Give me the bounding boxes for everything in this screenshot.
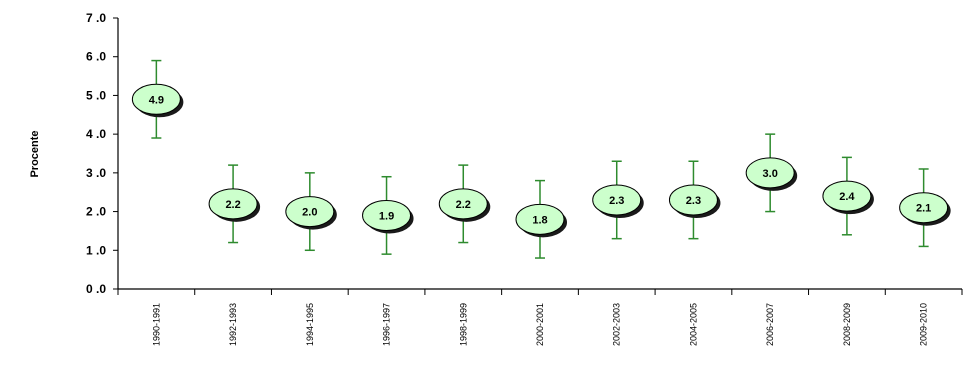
data-point [131, 83, 181, 115]
data-point [668, 184, 718, 216]
data-label: 2.2 [225, 199, 240, 211]
y-axis: 0 .0 1 .0 2 .0 3 .0 4 .0 5 .0 6 .0 7 .0 Procent… [29, 11, 119, 296]
data-point [362, 199, 412, 231]
data-label: 2.4 [839, 191, 855, 203]
x-tick-label: 1994-1995 [305, 303, 315, 346]
x-tick-label: 2006-2007 [765, 303, 775, 346]
data-points: 4.9 2.2 2.0 1.9 2.2 1.8 2.3 2.3 3.0 2.4 2.1 [131, 83, 951, 238]
y-tick-label: 5 .0 [86, 88, 106, 102]
x-tick-label: 1992-1993 [228, 303, 238, 346]
data-point [745, 157, 795, 189]
x-axis: 1990-1991 1992-1993 1994-1995 1996-1997 1998… [117, 288, 963, 346]
y-tick-label: 2 .0 [86, 205, 106, 219]
data-label: 2.3 [686, 195, 701, 207]
y-tick-label: 3 .0 [86, 166, 106, 180]
data-label: 1.9 [379, 210, 394, 222]
data-label: 1.8 [532, 214, 547, 226]
x-tick-label: 1990-1991 [151, 303, 161, 346]
y-ticks: 0 .0 1 .0 2 .0 3 .0 4 .0 5 .0 6 .0 7 .0 [86, 11, 118, 296]
data-point [899, 192, 949, 224]
data-point [592, 184, 642, 216]
x-tick-label: 2000-2001 [535, 303, 545, 346]
data-point [208, 188, 258, 220]
x-tick-label: 2002-2003 [612, 303, 622, 346]
x-tick-label: 2008-2009 [842, 303, 852, 346]
data-point [438, 188, 488, 220]
data-point [285, 196, 335, 228]
y-axis-label: Procente [29, 130, 41, 177]
x-tick-label: 2009-2010 [919, 303, 929, 346]
data-label: 3.0 [763, 168, 778, 180]
data-label: 2.3 [609, 195, 624, 207]
data-point [515, 203, 565, 235]
y-tick-label: 4 .0 [86, 127, 106, 141]
x-tick-label: 2004-2005 [688, 303, 698, 346]
data-label: 2.1 [916, 203, 931, 215]
x-ticks: 1990-1991 1992-1993 1994-1995 1996-1997 1998… [117, 289, 963, 346]
y-tick-label: 7 .0 [86, 11, 106, 25]
x-tick-label: 1998-1999 [458, 303, 468, 346]
x-tick-label: 1996-1997 [382, 303, 392, 346]
data-point [822, 180, 872, 212]
y-tick-label: 6 .0 [86, 50, 106, 64]
data-label: 4.9 [149, 94, 164, 106]
y-tick-label: 1 .0 [86, 243, 106, 257]
data-label: 2.0 [302, 207, 317, 219]
y-tick-label: 0 .0 [86, 282, 106, 296]
data-label: 2.2 [456, 199, 471, 211]
